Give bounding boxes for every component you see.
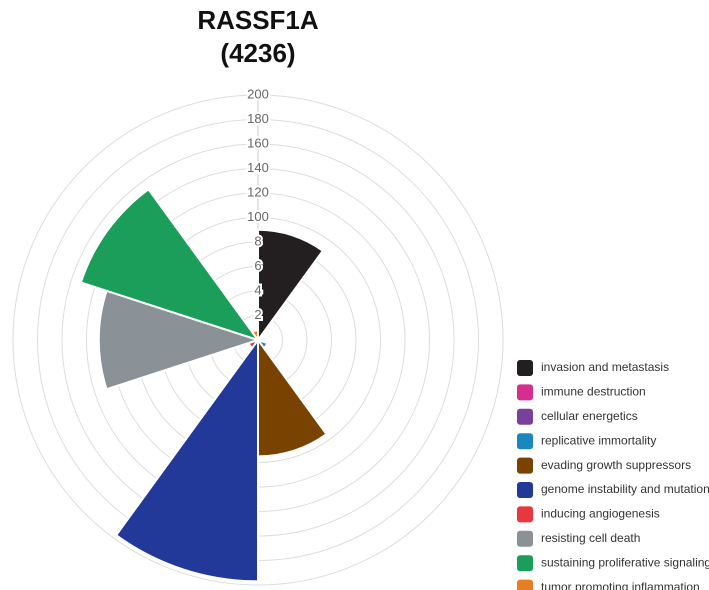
r-tick-label: 120 xyxy=(247,184,269,199)
legend-swatch xyxy=(517,457,533,474)
legend-label: tumor promoting inflammation xyxy=(541,580,700,590)
r-tick-label: 4 xyxy=(254,282,261,297)
legend-label: evading growth suppressors xyxy=(541,458,691,472)
chart-title: RASSF1A xyxy=(197,5,319,35)
legend-swatch xyxy=(517,384,533,401)
legend-label: replicative immortality xyxy=(541,433,656,447)
sector xyxy=(257,336,328,458)
legend-label: immune destruction xyxy=(541,385,646,399)
sector xyxy=(250,329,259,344)
r-tick-label: 6 xyxy=(254,258,261,273)
sector xyxy=(79,187,261,342)
r-tick-label: 140 xyxy=(247,160,269,175)
legend-swatch xyxy=(517,506,533,523)
legend-label: cellular energetics xyxy=(541,409,638,423)
legend-label: invasion and metastasis xyxy=(541,360,669,374)
r-tick-label: 200 xyxy=(247,86,269,101)
r-tick-label: 100 xyxy=(247,209,269,224)
sector xyxy=(257,228,325,344)
legend-swatch xyxy=(517,530,533,547)
legend-swatch xyxy=(517,433,533,450)
legend-swatch xyxy=(517,408,533,425)
legend-label: genome instability and mutation xyxy=(541,482,709,496)
sector xyxy=(114,336,259,583)
legend-swatch xyxy=(517,579,533,590)
r-tick-label: 8 xyxy=(254,233,261,248)
sector xyxy=(97,289,262,391)
chart-subtitle: (4236) xyxy=(220,38,295,68)
r-tick-label: 160 xyxy=(247,135,269,150)
legend-swatch xyxy=(517,360,533,376)
legend-swatch xyxy=(517,555,533,572)
legend-label: sustaining proliferative signaling xyxy=(541,555,709,569)
r-tick-label: 180 xyxy=(247,111,269,126)
legend-label: inducing angiogenesis xyxy=(541,507,660,521)
legend-swatch xyxy=(517,482,533,498)
legend-label: resisting cell death xyxy=(541,531,640,545)
r-tick-label: 2 xyxy=(254,307,261,322)
